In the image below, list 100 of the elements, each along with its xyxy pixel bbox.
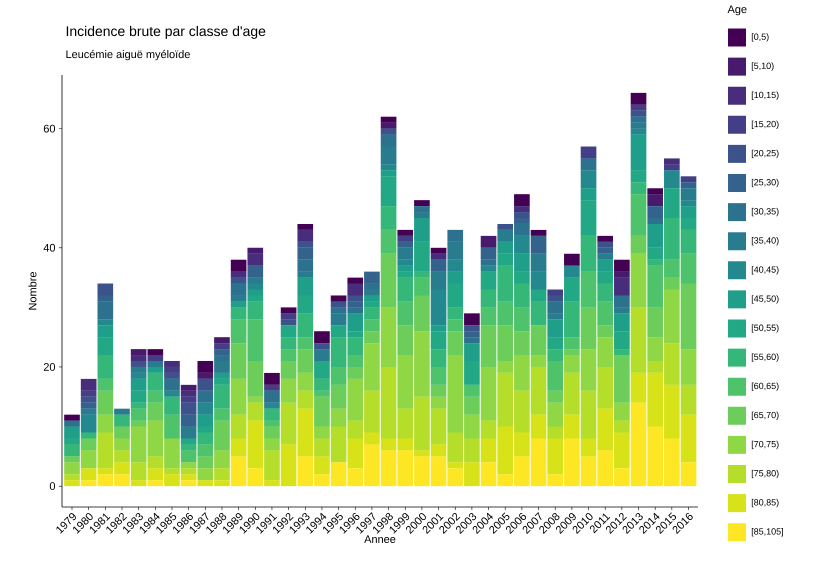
bar — [330, 295, 346, 302]
bar — [264, 402, 280, 409]
legend-label: [35,40) — [752, 237, 779, 246]
bar — [80, 414, 96, 433]
bar — [564, 254, 580, 266]
bar — [64, 444, 80, 456]
bar — [130, 372, 146, 379]
bar — [297, 242, 314, 248]
bar — [597, 284, 614, 302]
legend-label: [45,50) — [752, 295, 779, 304]
bar — [480, 236, 496, 248]
bar — [647, 206, 664, 218]
bar — [97, 295, 114, 302]
bar — [230, 260, 246, 272]
bar — [80, 402, 96, 409]
legend-label: [75,80) — [752, 470, 779, 478]
bar — [97, 390, 114, 415]
bar — [197, 378, 214, 391]
bar — [114, 408, 130, 415]
bar — [430, 366, 446, 385]
bar — [347, 284, 364, 296]
bar — [147, 402, 164, 421]
bar — [414, 272, 430, 278]
bar — [564, 301, 580, 338]
bar — [164, 366, 180, 373]
bar — [314, 378, 330, 391]
bar — [180, 390, 196, 397]
bar — [430, 260, 446, 272]
bar — [514, 236, 530, 254]
bar — [247, 248, 264, 254]
bar — [280, 319, 296, 326]
bar — [630, 182, 646, 194]
bar — [464, 396, 480, 415]
bar — [214, 349, 230, 356]
bar — [314, 343, 330, 350]
bar — [347, 366, 364, 379]
bar — [197, 390, 214, 403]
bar — [397, 260, 414, 266]
bar — [430, 384, 446, 397]
bar — [414, 278, 430, 296]
bar — [197, 372, 214, 379]
bar — [214, 450, 230, 468]
bar — [347, 301, 364, 308]
bar — [347, 355, 364, 367]
bar — [480, 260, 496, 266]
bar — [447, 307, 464, 320]
bar — [547, 390, 564, 403]
bar — [580, 170, 596, 188]
bar — [64, 420, 80, 427]
legend-title: Age — [728, 5, 747, 16]
bar — [64, 414, 80, 421]
bar — [380, 206, 396, 230]
bar — [630, 110, 646, 117]
bar — [480, 266, 496, 272]
bar — [547, 290, 564, 296]
bar — [214, 384, 230, 409]
legend-label: [55,60) — [752, 353, 779, 362]
bar — [364, 319, 380, 332]
legend-label: [10,15) — [752, 92, 779, 100]
bar — [180, 414, 196, 427]
bar — [297, 224, 314, 230]
bar — [347, 295, 364, 302]
bar — [280, 325, 296, 338]
bar — [380, 122, 396, 129]
bar — [264, 384, 280, 391]
bar — [614, 260, 630, 272]
bar — [397, 236, 414, 242]
y-tick-label: 60 — [44, 124, 56, 133]
legend-label: [15,20) — [752, 120, 779, 129]
bar — [380, 128, 396, 135]
bar — [164, 396, 180, 415]
bar — [147, 372, 164, 391]
bar — [647, 307, 664, 338]
bar — [64, 474, 80, 480]
bar — [530, 230, 546, 236]
bar — [180, 402, 196, 415]
legend-label: [40,45) — [752, 266, 779, 274]
bar — [380, 254, 396, 308]
bar — [314, 390, 330, 397]
bar — [180, 480, 196, 486]
bar — [464, 325, 480, 332]
bar — [314, 349, 330, 362]
bar — [614, 402, 630, 421]
bar — [630, 104, 646, 111]
legend-label: [25,30) — [752, 178, 779, 188]
bar — [297, 248, 314, 260]
bar — [680, 188, 696, 200]
bar — [214, 408, 230, 421]
bar — [164, 390, 180, 397]
x-axis-title: Annee — [364, 535, 396, 543]
bar — [180, 444, 196, 450]
bar — [147, 390, 164, 403]
bar — [614, 272, 630, 278]
bar — [97, 284, 114, 296]
bar — [597, 254, 614, 260]
bar — [197, 468, 214, 480]
bar — [530, 254, 546, 272]
bar — [147, 366, 164, 373]
bar — [547, 402, 564, 427]
bar — [264, 390, 280, 403]
